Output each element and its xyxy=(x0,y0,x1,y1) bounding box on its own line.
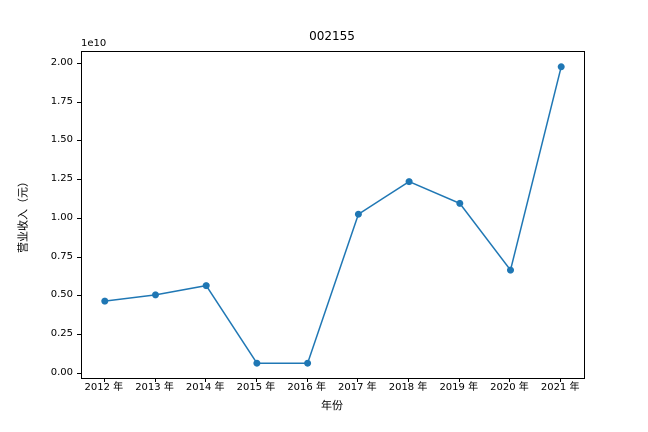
x-tick-mark xyxy=(357,378,359,382)
x-tick-mark xyxy=(154,378,156,382)
x-tick-mark xyxy=(408,378,410,382)
y-tick-mark xyxy=(77,62,81,64)
y-tick-mark xyxy=(77,334,81,336)
x-tick-label: 2018 年 xyxy=(388,382,428,393)
y-tick-label: 0.25 xyxy=(50,328,73,340)
plot-area xyxy=(81,51,585,379)
y-tick-label: 2.00 xyxy=(50,56,73,68)
revenue-line xyxy=(104,66,562,364)
x-tick-mark xyxy=(458,378,460,382)
y-tick-mark xyxy=(77,101,81,103)
y-tick-mark xyxy=(77,179,81,181)
x-tick-label: 2015 年 xyxy=(236,382,276,393)
data-point-marker xyxy=(354,210,362,218)
x-tick-mark xyxy=(560,378,562,382)
data-point-marker xyxy=(152,291,159,299)
y-tick-label: 0.50 xyxy=(50,289,73,301)
data-point-marker xyxy=(253,359,261,367)
x-tick-label: 2017 年 xyxy=(338,382,377,393)
x-tick-label: 2013 年 xyxy=(135,382,174,393)
y-tick-label: 0.00 xyxy=(50,367,73,379)
data-point-marker xyxy=(202,282,210,290)
y-axis-offset-text: 1e10 xyxy=(81,38,107,49)
data-point-marker xyxy=(101,297,109,305)
x-tick-mark xyxy=(306,378,308,382)
x-tick-label: 2016 年 xyxy=(287,382,326,393)
y-tick-label: 1.00 xyxy=(50,211,73,223)
x-tick-label: 2014 年 xyxy=(185,382,225,393)
y-tick-mark xyxy=(77,373,81,375)
line-chart-svg xyxy=(101,63,565,367)
chart-title: 002155 xyxy=(309,29,355,43)
x-tick-label: 2019 年 xyxy=(439,382,479,393)
x-tick-label: 2020 年 xyxy=(490,382,529,393)
y-tick-label: 0.75 xyxy=(50,250,73,262)
x-tick-label: 2012 年 xyxy=(84,382,124,393)
y-tick-label: 1.25 xyxy=(50,173,73,185)
data-point-marker xyxy=(304,359,312,367)
data-point-marker xyxy=(557,63,565,71)
data-point-marker xyxy=(405,178,413,186)
x-tick-label: 2021 年 xyxy=(540,382,580,393)
y-tick-mark xyxy=(77,295,81,297)
x-tick-mark xyxy=(255,378,257,382)
y-tick-label: 1.50 xyxy=(50,134,73,146)
y-tick-mark xyxy=(77,256,81,258)
data-point-marker xyxy=(456,199,464,207)
x-axis-label: 年份 xyxy=(321,399,343,412)
data-point-marker xyxy=(507,266,514,274)
x-tick-mark xyxy=(509,378,511,382)
x-tick-mark xyxy=(205,378,207,382)
y-axis-label: 营业收入（元） xyxy=(16,176,30,253)
y-tick-label: 1.75 xyxy=(50,95,73,107)
y-tick-mark xyxy=(77,140,81,142)
y-tick-mark xyxy=(77,217,81,219)
x-tick-mark xyxy=(103,378,105,382)
